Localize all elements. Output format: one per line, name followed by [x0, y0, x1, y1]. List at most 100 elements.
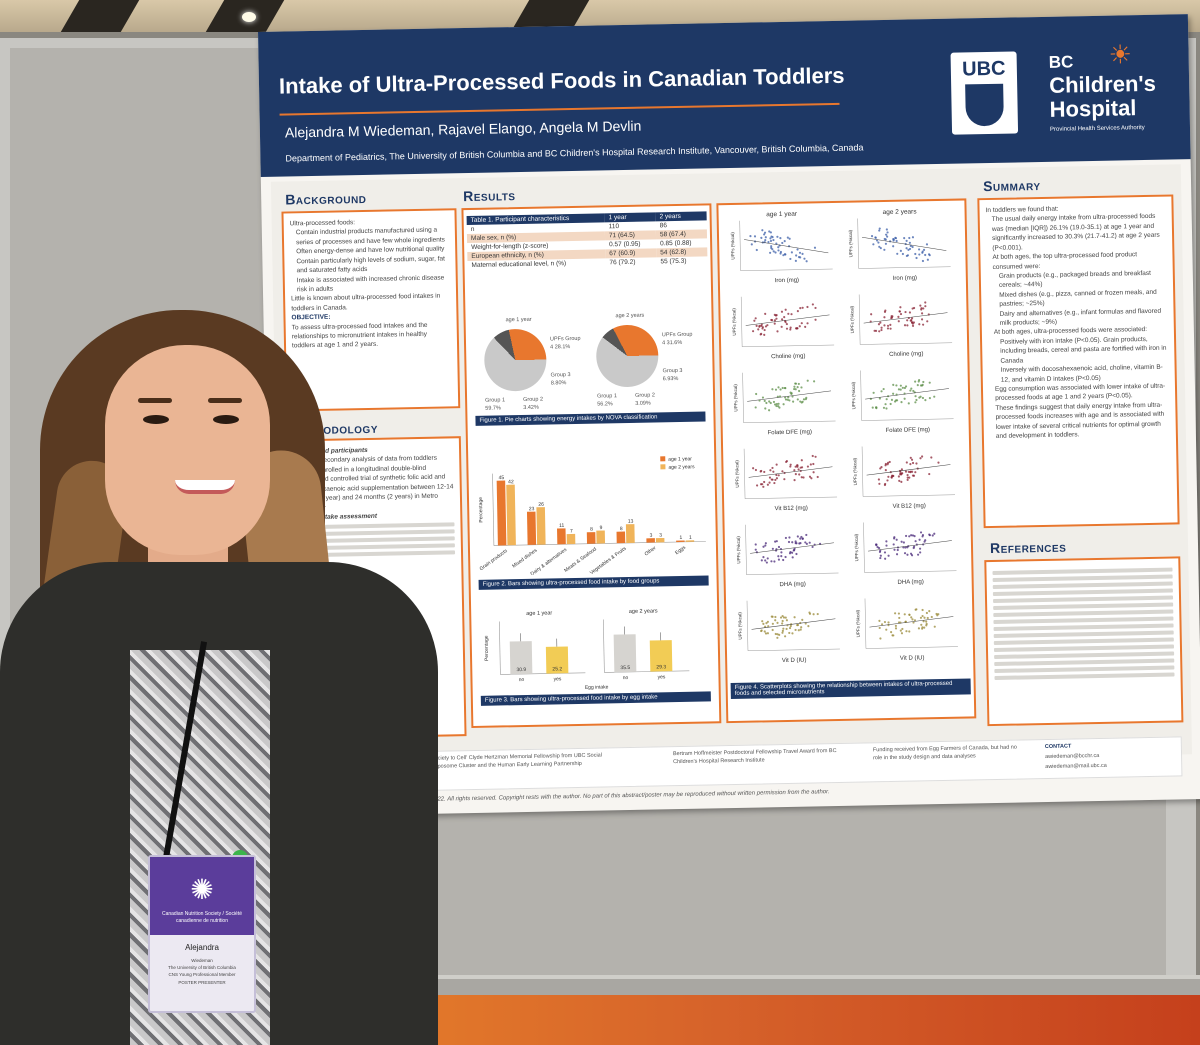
scatter-point: [761, 483, 764, 486]
scatter-point: [883, 316, 886, 319]
reference-line: [992, 588, 1173, 596]
scatter-point: [870, 234, 874, 238]
scatter-point: [787, 540, 791, 544]
scatter-point: [911, 236, 915, 239]
scatter-point: [915, 256, 918, 260]
scatter-point: [925, 243, 929, 246]
scatter-point: [906, 319, 909, 322]
scatter-point: [768, 481, 771, 484]
scatter-point: [758, 324, 761, 327]
scatter-point: [875, 544, 878, 547]
scatter-point: [903, 552, 907, 555]
trend-line: [744, 239, 829, 254]
scatter-point: [795, 552, 798, 556]
scatter-point: [879, 637, 882, 640]
scatter-point: [878, 330, 881, 333]
reference-line: [993, 609, 1174, 617]
scatter-point: [765, 561, 768, 564]
scatter-point: [775, 473, 778, 477]
scatter-point: [911, 534, 915, 537]
scatter-point: [899, 249, 902, 252]
scatter-point: [894, 236, 897, 239]
scatter-point: [767, 625, 770, 628]
scatter-point: [779, 616, 783, 619]
scatter-point: [919, 457, 922, 460]
scatter-point: [763, 233, 766, 236]
reference-line: [992, 574, 1173, 582]
trend-line: [748, 466, 833, 478]
scatter-point: [777, 545, 781, 549]
scatter-point: [795, 327, 798, 330]
scatter-point: [910, 458, 914, 461]
scatter-point: [775, 404, 778, 408]
scatter-point: [810, 477, 813, 480]
scatter-point: [762, 485, 765, 488]
scatter-point: [781, 631, 784, 634]
scatter-point: [763, 399, 766, 403]
bar: [526, 511, 537, 545]
scatter-point: [886, 327, 890, 330]
scatter-point: [912, 474, 916, 477]
poster-body: Background Ultra-processed foods: Contai…: [270, 164, 1193, 772]
scatter-point: [928, 472, 931, 476]
scatter-point: [920, 308, 923, 311]
scatter-point: [893, 537, 896, 540]
y-axis: [863, 522, 865, 573]
x-axis: [746, 572, 839, 575]
scatter-point: [884, 464, 887, 467]
scatter-point: [808, 541, 811, 544]
scatter-point: [887, 623, 890, 627]
scatter-point: [897, 621, 901, 624]
y-axis: [746, 600, 749, 651]
scatter-point: [919, 395, 922, 398]
category-label: no: [519, 677, 525, 683]
scatter-point: [901, 252, 904, 256]
scatter-point: [761, 229, 764, 232]
scatter-point: [886, 235, 889, 238]
scatter-point: [796, 535, 799, 538]
scatter-point: [921, 259, 925, 263]
scatter-point: [754, 468, 758, 472]
x-axis-label: Vit D (IU): [900, 655, 925, 661]
scatter-point: [775, 314, 778, 317]
x-axis-label: Egg intake: [585, 684, 609, 690]
scatter-point: [766, 324, 769, 327]
pie-label: Group 3 6.93%: [662, 367, 683, 382]
scatter-point: [930, 456, 933, 459]
scatter-point: [896, 548, 899, 552]
scatter-point: [885, 228, 888, 231]
trend-line: [747, 390, 832, 402]
scatter-point: [772, 250, 775, 253]
scatter-point: [890, 316, 893, 320]
scatter-point: [800, 476, 803, 479]
bar: [649, 640, 673, 672]
scatter-point: [899, 384, 902, 387]
y-axis: [858, 294, 861, 345]
pie-label: Group 1 59.7%: [485, 397, 506, 412]
trend-line: [862, 236, 947, 251]
scatter-point: [899, 388, 902, 391]
bar: [613, 634, 637, 673]
trend-line: [745, 314, 830, 326]
reference-line: [993, 644, 1175, 652]
scatter-point: [760, 469, 763, 473]
legend-swatch: [660, 456, 666, 462]
y-axis: [742, 372, 744, 423]
y-axis: [864, 598, 867, 649]
scatter-point: [806, 322, 809, 325]
scatter-point: [755, 324, 758, 327]
scatter-point: [804, 325, 807, 328]
section-heading-background: Background: [285, 189, 367, 208]
scatter-point: [873, 329, 876, 332]
y-axis-label: UPFs (%kcal): [737, 612, 743, 640]
scatter-point: [887, 621, 890, 624]
scatter-point: [897, 612, 901, 615]
scatter-point: [899, 629, 902, 632]
scatter-point: [911, 618, 914, 621]
scatter-point: [909, 463, 912, 466]
scatter-point: [877, 241, 880, 244]
scatter-point: [811, 545, 814, 549]
scatter-point: [883, 620, 887, 624]
scatter-point: [933, 532, 936, 535]
scatter-point: [899, 312, 903, 316]
